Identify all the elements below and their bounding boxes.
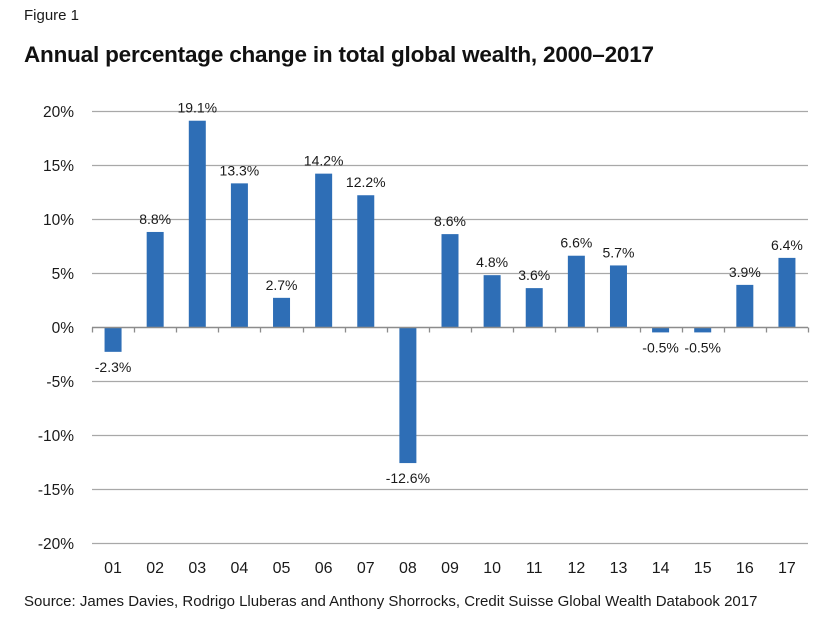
y-tick-label: -15% — [38, 482, 74, 499]
data-label: 8.8% — [139, 211, 171, 227]
data-label: 4.8% — [476, 254, 508, 270]
data-label: 8.6% — [434, 213, 466, 229]
x-axis — [91, 326, 810, 333]
x-tick-label: 10 — [483, 560, 501, 577]
data-label: 2.7% — [266, 277, 298, 293]
x-tick-label: 03 — [188, 560, 206, 577]
bar — [778, 257, 796, 327]
data-label: 6.6% — [560, 235, 592, 251]
data-label: 5.7% — [603, 244, 635, 260]
x-tick-label: 14 — [652, 560, 670, 577]
y-tick-label: -10% — [38, 428, 74, 445]
bar — [609, 265, 627, 327]
x-tick-label: 01 — [104, 560, 122, 577]
y-tick-label: 15% — [43, 158, 74, 175]
x-tick-label: 04 — [231, 560, 249, 577]
bar — [357, 195, 375, 327]
bar — [273, 297, 291, 327]
bar — [525, 288, 543, 327]
x-tick-label: 02 — [146, 560, 164, 577]
data-label: 6.4% — [771, 237, 803, 253]
figure-label: Figure 1 — [24, 7, 80, 24]
bar — [652, 327, 670, 333]
bar — [315, 173, 333, 327]
x-tick-label: 08 — [399, 560, 417, 577]
data-label: 3.9% — [729, 264, 761, 280]
y-tick-label: 5% — [52, 266, 75, 283]
data-label: 3.6% — [518, 267, 550, 283]
data-label: -0.5% — [642, 339, 679, 355]
bar — [483, 275, 501, 327]
bar — [567, 255, 585, 327]
x-tick-label: 12 — [567, 560, 585, 577]
data-label: 13.3% — [220, 162, 260, 178]
y-axis-ticks: 20% 15% 10% 5% 0% -5% -10% -15% -20% — [38, 104, 74, 553]
data-label: -0.5% — [684, 339, 721, 355]
y-tick-label: 10% — [43, 212, 74, 229]
bar — [146, 231, 164, 327]
y-tick-label: 0% — [52, 320, 75, 337]
bar — [230, 183, 248, 327]
x-tick-label: 05 — [273, 560, 291, 577]
bar — [188, 120, 206, 327]
x-tick-label: 15 — [694, 560, 712, 577]
source-note: Source: James Davies, Rodrigo Lluberas a… — [24, 593, 758, 610]
chart-title: Annual percentage change in total global… — [24, 42, 654, 67]
x-tick-label: 09 — [441, 560, 459, 577]
x-tick-label: 16 — [736, 560, 754, 577]
bar — [694, 327, 712, 333]
bars — [104, 120, 796, 464]
data-label: -12.6% — [386, 470, 430, 486]
data-label: -2.3% — [95, 359, 132, 375]
y-tick-label: -20% — [38, 536, 74, 553]
y-tick-label: 20% — [43, 104, 74, 121]
bar — [104, 327, 122, 352]
x-tick-label: 17 — [778, 560, 796, 577]
gridlines — [92, 110, 808, 545]
x-tick-label: 11 — [526, 560, 543, 577]
x-tick-label: 06 — [315, 560, 333, 577]
data-labels: -2.3% 8.8% 19.1% 13.3% 2.7% 14.2%12.2% -12.6% 8… — [95, 100, 803, 486]
bar — [736, 284, 754, 327]
x-axis-tick-labels: 01 02 03 04 05 06 07 08 09 10 11 12 13 14 15 16 17 — [104, 560, 796, 577]
data-label: 19.1% — [177, 100, 217, 116]
y-tick-label: -5% — [46, 374, 74, 391]
data-label: 12.2% — [346, 174, 386, 190]
x-tick-label: 07 — [357, 560, 375, 577]
data-label: 14.2% — [304, 153, 344, 169]
bar — [399, 327, 417, 464]
bar — [441, 234, 459, 327]
x-tick-label: 13 — [610, 560, 628, 577]
